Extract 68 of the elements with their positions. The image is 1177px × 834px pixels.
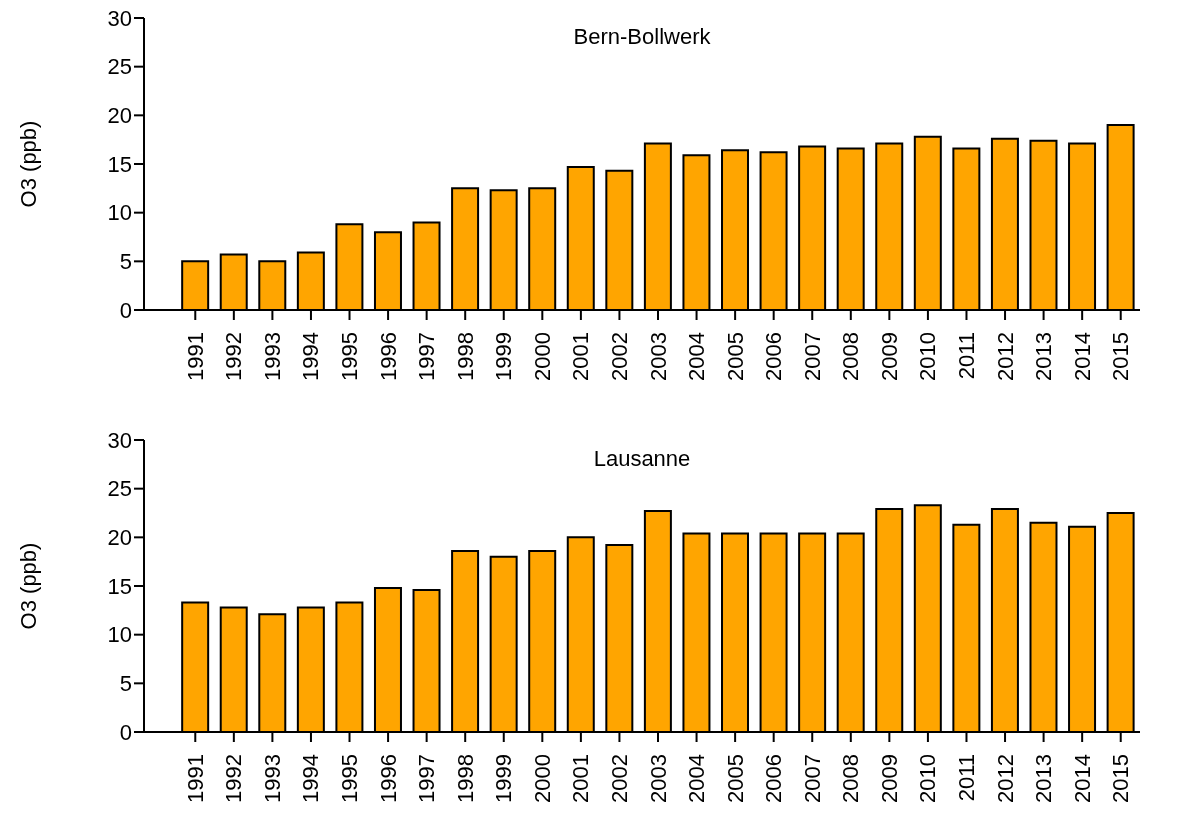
x-tick-label: 2014 (1069, 332, 1095, 381)
x-tick-label: 2006 (761, 332, 787, 381)
x-tick-label: 2011 (953, 332, 979, 380)
x-tick-label: 2004 (684, 332, 710, 381)
x-tick-label: 2012 (992, 754, 1018, 803)
y-tick-label: 5 (119, 249, 132, 275)
x-tick-label: 2013 (1031, 332, 1057, 381)
y-tick-label: 10 (107, 622, 132, 648)
x-tick-label: 1998 (452, 754, 478, 803)
y-axis-title: O3 (ppb) (15, 120, 41, 208)
x-tick-label: 1999 (491, 754, 517, 803)
x-tick-label: 1996 (375, 754, 401, 803)
y-tick-label: 30 (107, 427, 132, 453)
x-tick-label: 2003 (645, 332, 671, 381)
y-tick-label: 20 (107, 525, 132, 551)
x-tick-label: 2013 (1031, 754, 1057, 803)
x-tick-label: 2015 (1108, 332, 1134, 381)
y-tick-label: 10 (107, 200, 132, 226)
y-tick-label: 20 (107, 103, 132, 129)
x-tick-label: 2007 (799, 754, 825, 803)
y-tick-label: 15 (107, 151, 132, 177)
x-tick-label: 2000 (529, 332, 555, 381)
x-tick-label: 1992 (221, 332, 247, 381)
x-tick-label: 2014 (1069, 754, 1095, 803)
y-axis-title: O3 (ppb) (15, 542, 41, 630)
x-tick-label: 2005 (722, 332, 748, 381)
x-tick-label: 2009 (876, 332, 902, 381)
x-tick-label: 1991 (182, 754, 208, 803)
x-tick-label: 1997 (414, 754, 440, 803)
x-tick-label: 1993 (259, 332, 285, 381)
x-tick-label: 2000 (529, 754, 555, 803)
y-tick-label: 25 (107, 476, 132, 502)
chart-title: Lausanne (592, 446, 692, 472)
chart-title: Bern-Bollwerk (572, 24, 712, 50)
x-tick-label: 2007 (799, 332, 825, 381)
y-tick-label: 0 (119, 297, 132, 323)
x-tick-label: 2011 (953, 754, 979, 802)
x-tick-label: 2008 (838, 332, 864, 381)
y-tick-label: 0 (119, 719, 132, 745)
x-tick-label: 1994 (298, 332, 324, 381)
x-tick-label: 1993 (259, 754, 285, 803)
x-tick-label: 1997 (414, 332, 440, 381)
x-tick-label: 2015 (1108, 754, 1134, 803)
y-tick-label: 15 (107, 573, 132, 599)
x-tick-label: 2002 (606, 754, 632, 803)
y-tick-label: 5 (119, 671, 132, 697)
x-tick-label: 1991 (182, 332, 208, 381)
x-tick-label: 2002 (606, 332, 632, 381)
x-tick-label: 1996 (375, 332, 401, 381)
x-tick-label: 2009 (876, 754, 902, 803)
x-tick-label: 2004 (684, 754, 710, 803)
x-tick-label: 2010 (915, 332, 941, 381)
x-tick-label: 1994 (298, 754, 324, 803)
x-tick-label: 1998 (452, 332, 478, 381)
x-tick-label: 2012 (992, 332, 1018, 381)
x-tick-label: 2005 (722, 754, 748, 803)
y-tick-label: 30 (107, 5, 132, 31)
x-tick-label: 1999 (491, 332, 517, 381)
x-tick-label: 2001 (568, 332, 594, 381)
x-tick-label: 1995 (337, 754, 363, 803)
x-tick-label: 2010 (915, 754, 941, 803)
x-tick-label: 2008 (838, 754, 864, 803)
x-tick-label: 1992 (221, 754, 247, 803)
y-tick-label: 25 (107, 54, 132, 80)
x-tick-label: 2003 (645, 754, 671, 803)
x-tick-label: 2006 (761, 754, 787, 803)
x-tick-label: 1995 (337, 332, 363, 381)
x-tick-label: 2001 (568, 754, 594, 803)
